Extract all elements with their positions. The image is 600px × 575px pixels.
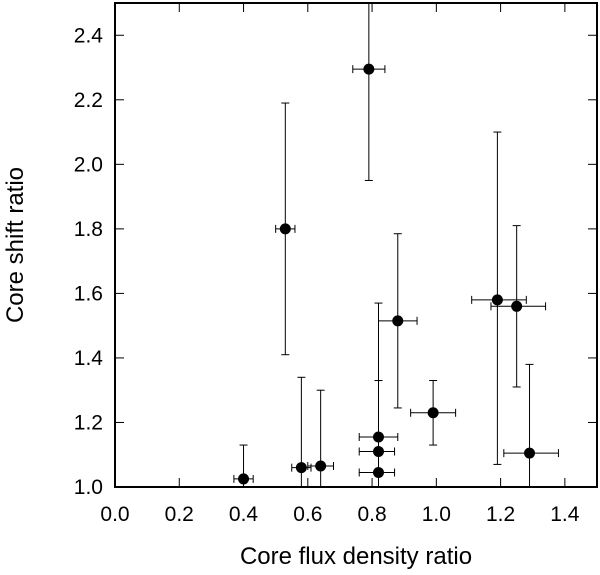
- x-tick-label: 0.8: [357, 503, 386, 526]
- data-point: [503, 363, 559, 487]
- y-tick-label: 2.4: [74, 24, 104, 47]
- point-marker: [295, 462, 307, 474]
- y-tick-label: 2.2: [74, 89, 103, 112]
- x-tick-label: 1.0: [422, 503, 451, 526]
- data-point: [275, 102, 296, 356]
- data-point: [410, 380, 457, 446]
- data-point: [471, 131, 527, 465]
- data-points: [233, 3, 559, 487]
- point-marker: [427, 407, 439, 419]
- point-marker: [363, 63, 375, 75]
- data-point: [490, 225, 547, 388]
- y-tick-label: 2.0: [74, 153, 103, 176]
- y-tick-label: 1.2: [74, 411, 103, 434]
- data-point: [291, 376, 312, 487]
- y-tick-label: 1.4: [74, 347, 104, 370]
- data-point: [233, 444, 254, 487]
- x-tick-label: 0.4: [229, 503, 259, 526]
- point-marker: [372, 466, 384, 478]
- x-tick-label: 0.2: [165, 503, 194, 526]
- y-tick-label: 1.8: [74, 218, 103, 241]
- data-point: [352, 3, 386, 181]
- x-axis-ticks: 0.0 0.2 0.4 0.6 0.8 1.0 1.2 1.4: [100, 3, 580, 526]
- point-marker: [392, 315, 404, 327]
- x-axis-label: Core flux density ratio: [240, 543, 472, 570]
- point-marker: [491, 294, 503, 306]
- data-point: [358, 302, 396, 487]
- point-marker: [238, 473, 250, 485]
- plot-frame: [114, 2, 598, 488]
- point-marker: [279, 223, 291, 235]
- y-axis-ticks: 1.0 1.2 1.4 1.6 1.8 2.0 2.2 2.4: [74, 24, 597, 499]
- x-tick-label: 0.0: [100, 503, 129, 526]
- data-point: [307, 389, 335, 487]
- y-tick-label: 1.6: [74, 282, 103, 305]
- point-marker: [511, 300, 523, 312]
- data-point: [377, 233, 418, 409]
- y-axis-label: Core shift ratio: [2, 167, 29, 323]
- point-marker: [524, 447, 536, 459]
- x-tick-label: 1.4: [550, 503, 580, 526]
- x-tick-label: 0.6: [293, 503, 322, 526]
- y-tick-label: 1.0: [74, 476, 103, 499]
- point-marker: [315, 460, 327, 472]
- x-tick-label: 1.2: [486, 503, 515, 526]
